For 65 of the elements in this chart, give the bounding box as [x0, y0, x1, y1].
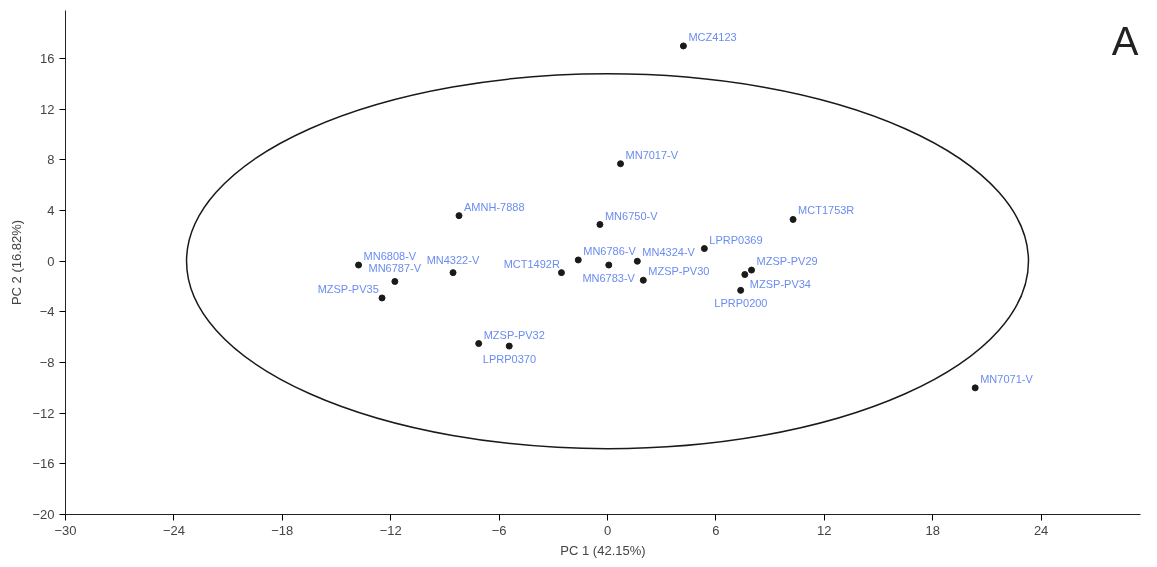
point — [789, 215, 797, 223]
point — [475, 340, 483, 348]
point — [455, 212, 463, 220]
annotation: MN4324-V — [642, 246, 696, 259]
annotation: MN6750-V — [604, 209, 659, 222]
point — [639, 276, 647, 284]
annotation: MCZ4123 — [688, 30, 737, 43]
point — [971, 384, 979, 392]
annotation: A — [1111, 18, 1139, 63]
point — [741, 271, 749, 279]
x-tick-label: −18 — [271, 522, 294, 538]
y-tick-label: −20 — [32, 507, 55, 522]
x-tick-label: −6 — [491, 522, 507, 538]
point — [700, 245, 708, 253]
point — [574, 256, 582, 264]
y-tick-label: 0 — [47, 253, 55, 269]
annotation: MZSP-PV29 — [756, 255, 818, 268]
annotation: MN7017-V — [625, 148, 679, 161]
annotation: AMNH-7888 — [464, 200, 525, 213]
point — [605, 261, 613, 269]
point — [633, 257, 641, 265]
annotation: MZSP-PV32 — [483, 328, 545, 341]
annotation: MZSP-PV34 — [749, 277, 811, 290]
annotation: MN4322-V — [426, 253, 480, 266]
point — [449, 269, 457, 277]
x-tick-label: −24 — [162, 522, 185, 538]
annotation: LPRP0200 — [714, 297, 768, 310]
x-tick-label: 6 — [712, 522, 720, 538]
annotation: MN6808-V — [363, 250, 417, 263]
annotation: MN6783-V — [582, 272, 636, 285]
x-tick-label: −30 — [54, 522, 77, 538]
point — [505, 342, 513, 350]
point — [378, 294, 386, 302]
y-tick-label: 4 — [47, 203, 55, 219]
x-tick-label: 24 — [1033, 522, 1049, 538]
y-axis-title: PC 2 (16.82%) — [9, 219, 25, 306]
x-axis-title: PC 1 (42.15%) — [560, 542, 646, 558]
point — [679, 42, 687, 50]
annotation: LPRP0370 — [482, 353, 537, 366]
y-tick-label: −8 — [39, 355, 55, 371]
annotation: MN6786-V — [583, 244, 637, 257]
x-tick-label: 12 — [817, 522, 832, 538]
annotation: MCT1753R — [798, 204, 855, 217]
x-tick-label: 18 — [925, 522, 940, 538]
annotation: MN6787-V — [368, 262, 422, 275]
point — [748, 266, 756, 274]
x-tick-label: 0 — [603, 522, 612, 538]
point — [355, 261, 363, 269]
point — [391, 278, 399, 285]
y-tick-label: 12 — [40, 101, 55, 117]
x-tick-label: −12 — [379, 522, 402, 538]
annotation: MZSP-PV35 — [317, 282, 379, 295]
point — [557, 269, 565, 277]
annotation: MN7071-V — [980, 372, 1034, 385]
y-tick-label: 8 — [47, 152, 55, 168]
y-tick-label: −12 — [32, 405, 55, 421]
annotation: MCT1492R — [503, 257, 560, 270]
point — [737, 286, 745, 294]
y-tick-label: −4 — [39, 304, 55, 320]
y-tick-label: 16 — [40, 51, 55, 67]
annotation: LPRP0369 — [709, 233, 763, 246]
point — [617, 160, 625, 168]
y-tick-label: −16 — [32, 456, 55, 472]
annotation: MZSP-PV30 — [648, 265, 710, 278]
point — [596, 221, 604, 228]
